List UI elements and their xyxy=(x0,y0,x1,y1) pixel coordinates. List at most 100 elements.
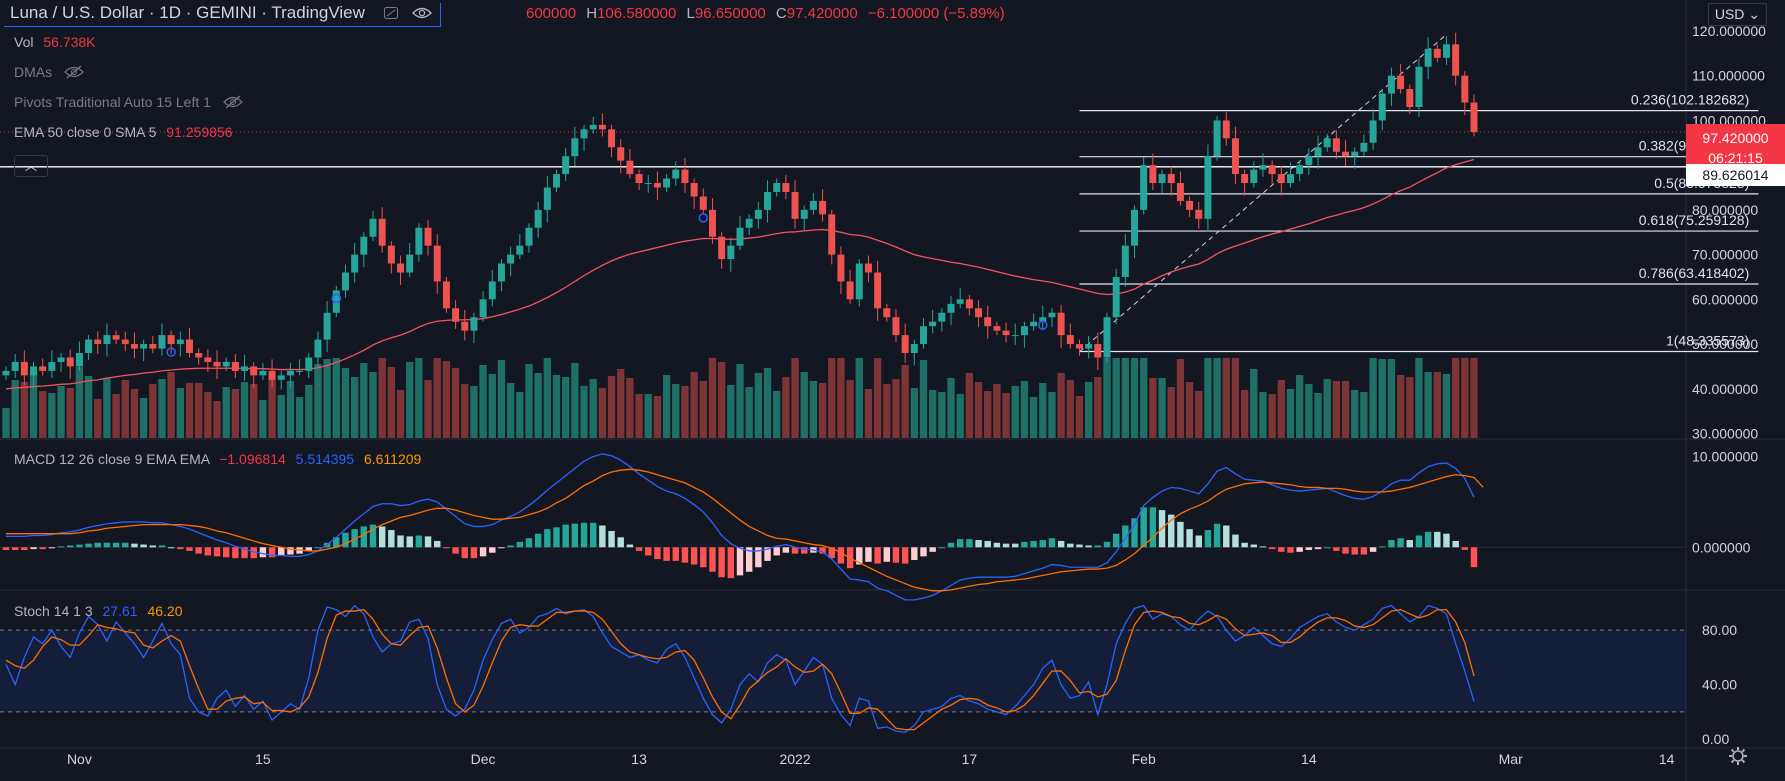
macd-histogram-bar xyxy=(94,542,101,548)
candle-body xyxy=(819,200,827,215)
currency-button[interactable]: USD ⌄ xyxy=(1707,3,1767,26)
candle-body xyxy=(314,339,322,358)
candle-body xyxy=(1222,120,1230,139)
volume-bar xyxy=(442,361,451,438)
volume-bar xyxy=(121,380,129,438)
eye-crossed-icon[interactable] xyxy=(64,65,84,82)
macd-histogram-bar xyxy=(1296,547,1303,552)
volume-bar xyxy=(350,377,359,438)
dmas-legend[interactable]: DMAs xyxy=(14,64,84,82)
stoch-legend[interactable]: Stoch 14 1 3 27.61 46.20 xyxy=(14,603,183,619)
candle-body xyxy=(956,299,964,304)
candle-body xyxy=(525,227,533,246)
candle-body xyxy=(1011,335,1019,337)
time-tick-label: 15 xyxy=(255,751,271,767)
macd-histogram-bar xyxy=(204,547,212,556)
volume-bar xyxy=(727,385,735,438)
macd-histogram-bar xyxy=(287,547,294,555)
macd-histogram-bar xyxy=(1287,547,1294,553)
volume-bar xyxy=(1011,386,1019,438)
candle-body xyxy=(158,335,166,349)
volume-bar xyxy=(1387,359,1396,438)
macd-histogram-bar xyxy=(1213,523,1221,548)
candle-body xyxy=(1048,312,1056,318)
candle-body xyxy=(984,317,992,327)
macd-histogram-bar xyxy=(1415,535,1423,548)
macd-histogram-bar xyxy=(1103,541,1111,548)
volume-bar xyxy=(1029,397,1038,438)
volume-bar xyxy=(167,372,175,438)
candle-body xyxy=(672,169,680,179)
volume-bar xyxy=(855,358,863,438)
candle-body xyxy=(1186,200,1194,210)
volume-bar xyxy=(360,363,368,438)
ema-legend[interactable]: EMA 50 close 0 SMA 5 91.259856 xyxy=(14,124,232,140)
volume-bar xyxy=(268,379,276,438)
macd-histogram-bar xyxy=(1140,507,1147,548)
volume-bar xyxy=(993,384,1001,438)
volume-bar xyxy=(176,388,184,438)
volume-bar xyxy=(29,375,38,438)
candle-body xyxy=(195,353,203,358)
candle-body xyxy=(103,335,111,345)
macd-histogram-bar xyxy=(755,547,762,568)
candle-body xyxy=(341,272,349,291)
macd-histogram-bar xyxy=(617,537,624,548)
volume-bar xyxy=(607,376,616,438)
candle-body xyxy=(488,281,496,300)
candle-body xyxy=(332,290,340,313)
candle-body xyxy=(1296,165,1304,175)
candle-body xyxy=(1195,209,1203,219)
macd-histogram-bar xyxy=(388,530,395,548)
eye-icon[interactable] xyxy=(412,4,433,24)
pivots-legend[interactable]: Pivots Traditional Auto 15 Left 1 xyxy=(14,94,243,112)
volume-bar xyxy=(240,382,249,438)
settings-gear-icon[interactable] xyxy=(1728,746,1748,769)
macd-histogram-bar xyxy=(837,547,845,564)
settings-icon[interactable] xyxy=(383,4,398,24)
candle-body xyxy=(965,299,973,309)
candle-body xyxy=(66,357,74,367)
symbol-title[interactable]: Luna / U.S. Dollar · 1D · GEMINI · Tradi… xyxy=(4,3,442,27)
macd-tick-label: 10.000000 xyxy=(1692,449,1758,465)
volume-bar xyxy=(470,386,478,438)
volume-bar xyxy=(901,365,909,438)
candle-body xyxy=(250,366,258,376)
volume-bar xyxy=(369,372,377,438)
collapse-legend-button[interactable]: ︿ xyxy=(14,155,48,177)
candle-body xyxy=(580,129,588,139)
macd-histogram-bar xyxy=(828,547,835,559)
volume-bar xyxy=(1250,369,1258,438)
volume-bar xyxy=(130,389,139,438)
price-tick-label: 50.000000 xyxy=(1692,336,1758,352)
candle-body xyxy=(1176,183,1184,201)
vol-legend[interactable]: Vol 56.738K xyxy=(14,34,96,50)
candle-body xyxy=(1406,89,1414,107)
fib-level-label: 0.618(75.259128) xyxy=(1639,212,1750,228)
volume-bar xyxy=(1323,379,1331,438)
volume-bar xyxy=(213,401,221,438)
candle-body xyxy=(415,227,423,255)
macd-histogram-bar xyxy=(1002,543,1010,548)
volume-bar xyxy=(1094,377,1102,438)
macd-histogram-bar xyxy=(342,532,349,548)
volume-bar xyxy=(295,397,304,438)
macd-histogram-bar xyxy=(461,547,468,559)
volume-bar xyxy=(424,380,432,438)
macd-tick-label: 0.000000 xyxy=(1692,539,1751,555)
macd-legend[interactable]: MACD 12 26 close 9 EMA EMA −1.096814 5.5… xyxy=(14,451,421,467)
volume-bar xyxy=(286,381,295,438)
volume-bar xyxy=(1396,375,1405,438)
candle-body xyxy=(1121,245,1129,277)
candle-body xyxy=(828,214,836,255)
macd-histogram-bar xyxy=(608,530,615,548)
volume-bar xyxy=(103,378,111,438)
eye-crossed-icon[interactable] xyxy=(222,95,243,112)
candle-body xyxy=(993,326,1001,331)
candle-body xyxy=(663,178,671,188)
volume-bar xyxy=(1195,391,1203,438)
macd-histogram-bar xyxy=(571,523,579,548)
close-label: C xyxy=(775,5,787,22)
pivots-label: Pivots Traditional Auto 15 Left 1 xyxy=(14,94,211,110)
